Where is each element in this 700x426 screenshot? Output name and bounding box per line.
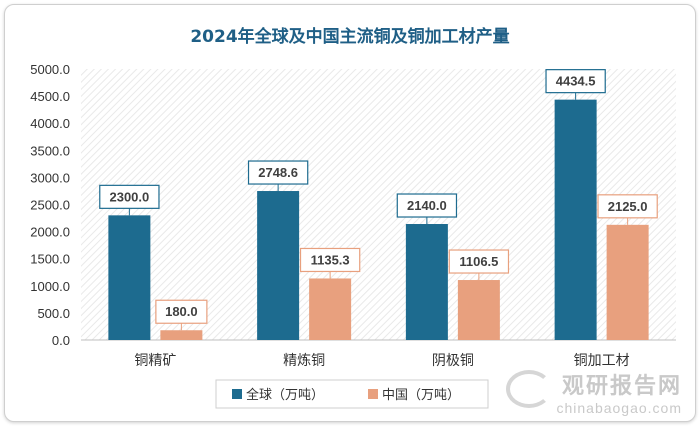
x-tick-label: 阴极铜 [432, 353, 474, 369]
data-label: 2125.0 [608, 199, 648, 214]
watermark-name: 观研报告网 [561, 374, 682, 399]
y-tick-label: 3500.0 [30, 143, 70, 158]
bar [554, 99, 597, 340]
watermark: 观研报告网 chinabaogao.com [556, 368, 682, 416]
y-tick-label: 500.0 [37, 306, 70, 321]
data-label: 1135.3 [311, 252, 350, 267]
x-tick-label: 精炼铜 [283, 353, 325, 369]
data-label: 1106.5 [459, 254, 498, 269]
y-tick-label: 0.0 [52, 333, 70, 348]
y-tick-label: 3000.0 [30, 170, 70, 185]
legend-swatch [368, 389, 378, 399]
legend [215, 379, 489, 409]
x-tick-label: 铜精矿 [134, 353, 176, 369]
legend-label: 中国（万吨） [382, 388, 460, 403]
bar [257, 191, 300, 340]
bar [606, 224, 649, 340]
chart-title: 2024年全球及中国主流铜及铜加工材产量 [190, 27, 510, 47]
y-tick-label: 2000.0 [30, 225, 70, 240]
bar [108, 215, 151, 340]
data-label: 4434.5 [556, 74, 596, 89]
legend-swatch [232, 389, 242, 399]
watermark-logo-icon [506, 370, 552, 408]
data-label: 2748.6 [258, 165, 298, 180]
y-tick-label: 5000.0 [30, 62, 70, 77]
data-label: 2300.0 [109, 189, 149, 204]
bar [160, 330, 203, 340]
legend-label: 全球（万吨） [246, 387, 324, 403]
y-tick-label: 1500.0 [30, 252, 70, 267]
data-label: 180.0 [165, 304, 198, 319]
y-tick-label: 4500.0 [30, 89, 70, 104]
bar [457, 280, 500, 340]
y-tick-label: 2500.0 [30, 198, 70, 213]
watermark-url: chinabaogao.com [556, 400, 682, 416]
bar [309, 278, 352, 340]
y-tick-label: 4000.0 [30, 116, 70, 131]
y-tick-label: 1000.0 [30, 279, 70, 294]
data-label: 2140.0 [407, 198, 447, 213]
x-tick-label: 铜加工材 [574, 353, 630, 369]
bar [405, 224, 448, 340]
